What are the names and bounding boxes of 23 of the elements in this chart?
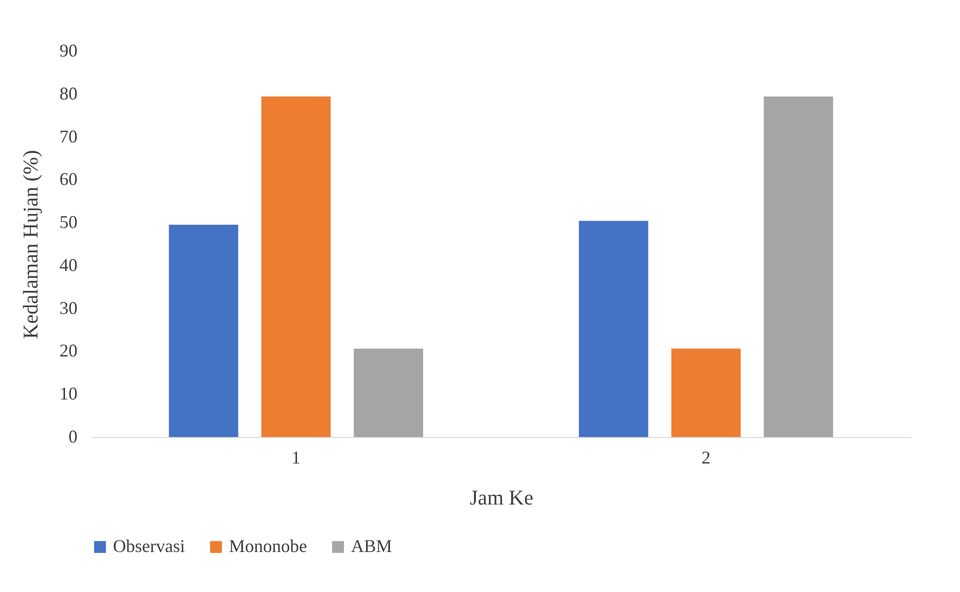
y-tick-label: 80 [60, 83, 78, 104]
bar [578, 220, 648, 437]
bar [671, 348, 741, 437]
y-tick-label: 10 [60, 384, 78, 404]
x-axis-title: Jam Ke [470, 486, 534, 510]
bar [764, 96, 834, 437]
y-tick-label: 70 [60, 126, 78, 146]
legend-label: Mononobe [229, 536, 308, 556]
legend-label: ABM [351, 536, 392, 556]
legend-label: Observasi [113, 536, 185, 556]
y-tick-label: 40 [60, 254, 78, 275]
bar [354, 348, 424, 437]
y-tick-label: 50 [60, 212, 78, 232]
y-axis-title: Kedalaman Hujan (%) [18, 150, 42, 339]
y-tick-label: 90 [60, 40, 78, 60]
y-tick-label: 20 [60, 340, 78, 361]
y-tick-label: 60 [60, 169, 78, 190]
bar [168, 224, 238, 437]
x-tick-label: 1 [292, 448, 300, 468]
bar [261, 96, 331, 437]
y-tick-label: 30 [60, 298, 78, 318]
y-tick-label: 0 [68, 426, 78, 446]
x-tick-label: 2 [702, 448, 710, 468]
